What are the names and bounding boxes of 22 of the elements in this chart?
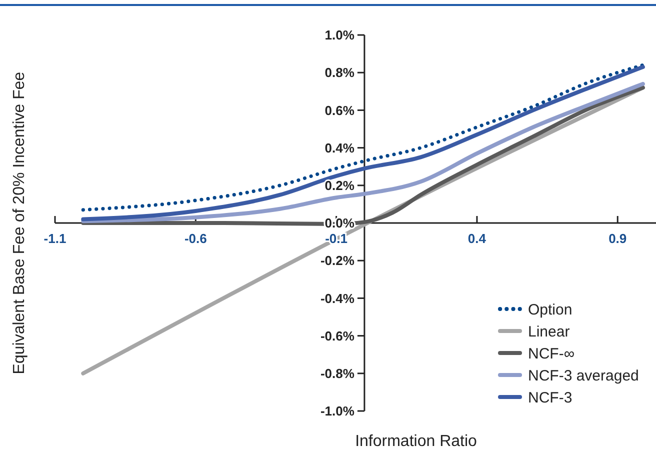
y-axis-title: Equivalent Base Fee of 20% Incentive Fee: [11, 72, 28, 374]
x-tick-label: -0.6: [184, 231, 207, 246]
y-tick-label: 0.2%: [324, 178, 355, 193]
y-tick-label: -0.8%: [320, 366, 355, 381]
y-tick-label: 0.6%: [324, 102, 355, 118]
legend-label: Option: [528, 301, 572, 318]
y-tick-label: -0.6%: [320, 328, 355, 344]
x-tick-label: 0.9: [608, 231, 627, 246]
y-tick-label: -0.4%: [320, 290, 355, 306]
x-tick-label: 0.4: [468, 231, 487, 246]
y-tick-label: -1.0%: [320, 404, 355, 419]
x-tick-label: -0.1: [325, 231, 348, 246]
legend-label: NCF-3 averaged: [528, 367, 639, 384]
x-axis-title: Information Ratio: [355, 433, 478, 450]
y-tick-label: 0.8%: [324, 65, 355, 80]
x-tick-label: -1.1: [44, 231, 66, 246]
y-tick-label: 0.4%: [324, 140, 355, 156]
y-tick-label: 1.0%: [324, 28, 355, 43]
y-tick-label: -0.2%: [320, 253, 355, 268]
legend-label: Linear: [528, 323, 570, 340]
legend-label: NCF-∞: [528, 345, 575, 362]
legend-label: NCF-3: [528, 389, 572, 406]
